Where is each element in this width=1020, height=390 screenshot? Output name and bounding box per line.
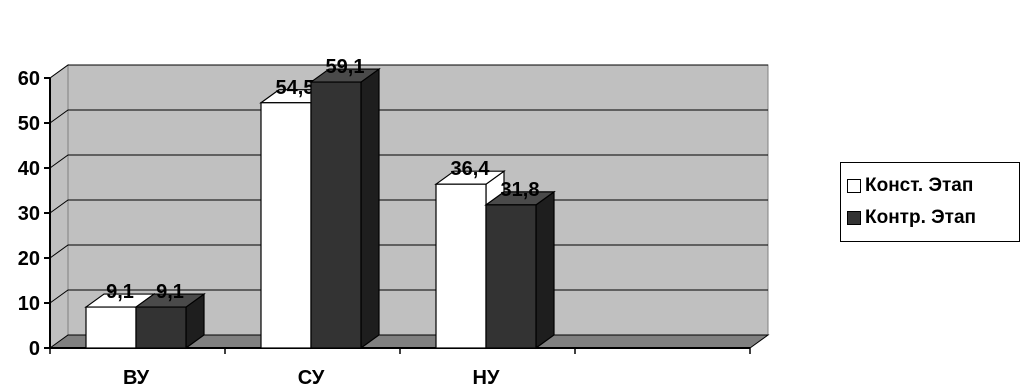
y-tick-label: 40 — [18, 158, 40, 180]
x-tick-label: ВУ — [123, 367, 150, 389]
legend-label-series-1: Конст. Этап — [865, 175, 974, 196]
gridline — [49, 109, 768, 124]
y-tick-label: 20 — [18, 248, 40, 270]
gridline — [49, 64, 768, 79]
y-tick-label: 10 — [18, 293, 40, 315]
bar — [85, 306, 137, 349]
y-tick-label: 0 — [29, 338, 40, 360]
bar — [135, 306, 187, 349]
y-tick-label: 30 — [18, 203, 40, 225]
legend-item-series-1: Конст. Этап — [847, 175, 973, 197]
y-tick-label: 50 — [18, 113, 40, 135]
data-label: 59,1 — [326, 56, 365, 78]
bar — [260, 102, 312, 349]
x-tick-label: СУ — [298, 367, 325, 389]
data-label: 9,1 — [106, 281, 134, 303]
bar — [435, 183, 487, 349]
data-label: 36,4 — [451, 158, 491, 180]
legend-label-series-2: Контр. Этап — [865, 207, 977, 228]
bar — [310, 81, 362, 349]
x-tick-label: НУ — [473, 367, 500, 389]
legend-item-series-2: Контр. Этап — [847, 207, 976, 229]
y-tick-label: 60 — [18, 68, 40, 90]
data-label: 9,1 — [156, 281, 184, 303]
gridline — [49, 154, 768, 169]
data-label: 31,8 — [501, 179, 540, 201]
data-label: 54,5 — [276, 77, 315, 99]
legend-swatch-series-1 — [847, 179, 861, 193]
legend: Конст. Этап Контр. Этап — [840, 162, 1020, 242]
bar-side-face — [360, 67, 380, 350]
legend-swatch-series-2 — [847, 211, 861, 225]
bar-side-face — [535, 190, 555, 350]
bar — [485, 204, 537, 349]
